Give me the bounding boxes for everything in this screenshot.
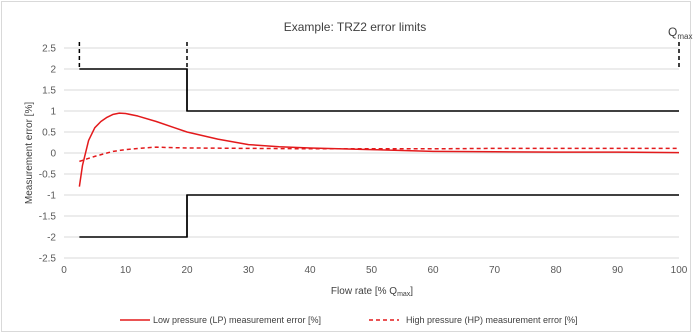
axes: 2.5 2 1.5 1 0.5 0 -0.5 -1 -1.5 -2 -2.5 0 10 20 30 40 50 6… xyxy=(39,44,688,277)
x-tick-label: 70 xyxy=(489,265,501,276)
x-axis-title-sub: max xyxy=(397,291,411,298)
y-tick-label: -2 xyxy=(47,233,56,244)
y-tick-label: 1.5 xyxy=(42,86,56,97)
series-line-hp xyxy=(79,146,679,163)
qmax-label-base: Q xyxy=(668,25,677,39)
qmax-label-sub: max xyxy=(677,32,692,41)
y-tick-label: -1.5 xyxy=(39,212,57,223)
x-tick-label: 80 xyxy=(550,265,562,276)
x-tick-label: 10 xyxy=(120,265,132,276)
y-axis-title: Measurement error [%] xyxy=(24,102,35,204)
x-axis-title: Flow rate [% Qmax] xyxy=(331,286,413,298)
y-tick-label: 1 xyxy=(50,107,56,118)
y-tick-label: 2.5 xyxy=(42,44,56,55)
grid-lines xyxy=(64,47,679,259)
x-tick-label: 30 xyxy=(243,265,255,276)
series-line-lp xyxy=(78,112,680,187)
y-tick-label: 0 xyxy=(50,149,56,160)
x-axis-title-tail: ] xyxy=(410,286,413,297)
x-tick-label: 100 xyxy=(671,265,688,276)
x-tick-label: 20 xyxy=(181,265,193,276)
x-tick-label: 60 xyxy=(427,265,439,276)
legend-label-lp: Low pressure (LP) measurement error [%] xyxy=(153,315,321,325)
y-tick-label: -1 xyxy=(47,191,56,202)
y-tick-label: -0.5 xyxy=(39,170,57,181)
error-limit-lines xyxy=(78,42,680,238)
x-axis-title-base: Flow rate [% Q xyxy=(331,286,397,297)
legend-label-hp: High pressure (HP) measurement error [%] xyxy=(406,315,578,325)
series-lines xyxy=(78,112,680,187)
y-tick-label: 0.5 xyxy=(42,128,56,139)
x-tick-label: 40 xyxy=(304,265,316,276)
y-tick-label: 2 xyxy=(50,65,56,76)
x-tick-label: 90 xyxy=(612,265,624,276)
y-tick-label: -2.5 xyxy=(39,254,57,265)
x-tick-label: 50 xyxy=(366,265,378,276)
chart-title: Example: TRZ2 error limits xyxy=(284,20,426,34)
x-tick-label: 0 xyxy=(61,265,67,276)
legend: Low pressure (LP) measurement error [%] … xyxy=(120,315,578,325)
qmax-label: Qmax xyxy=(668,25,692,41)
